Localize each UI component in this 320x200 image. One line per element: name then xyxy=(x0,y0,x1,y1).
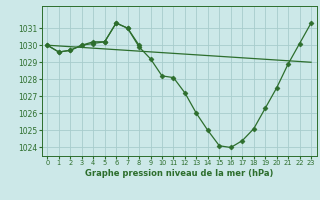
X-axis label: Graphe pression niveau de la mer (hPa): Graphe pression niveau de la mer (hPa) xyxy=(85,169,273,178)
